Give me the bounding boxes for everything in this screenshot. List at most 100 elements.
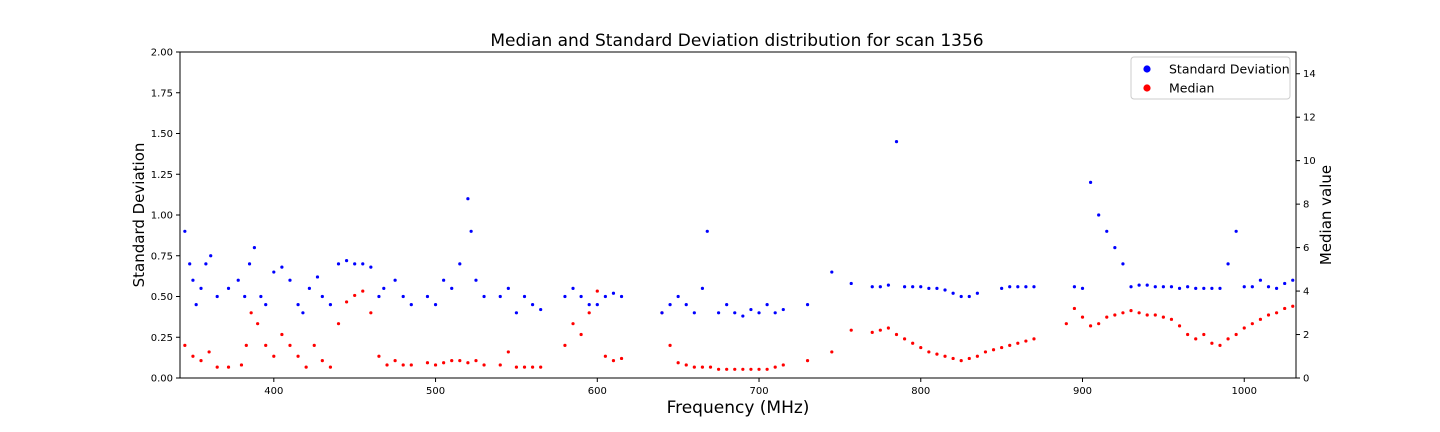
median-point: [442, 361, 446, 365]
median-point: [393, 359, 397, 363]
y-left-tick-label: 0.25: [151, 333, 173, 344]
median-point: [312, 343, 316, 347]
median-point: [603, 354, 607, 358]
plot-points: [183, 140, 1295, 371]
median-point: [1258, 317, 1263, 321]
x-axis-label: Frequency (MHz): [667, 398, 810, 418]
std-dev-point: [272, 270, 276, 274]
median-point: [1137, 311, 1141, 315]
std-dev-point: [401, 294, 405, 299]
median-point: [733, 367, 737, 371]
std-dev-point: [725, 303, 729, 307]
std-dev-point: [1000, 286, 1004, 290]
y-left-tick-label: 1.75: [151, 88, 173, 99]
median-point: [870, 330, 874, 334]
median-point: [1242, 326, 1246, 330]
median-point: [700, 365, 705, 369]
median-point: [983, 350, 988, 354]
std-dev-point: [1226, 262, 1230, 266]
std-dev-point: [1250, 285, 1254, 289]
std-dev-point: [1008, 285, 1012, 289]
std-dev-point: [587, 303, 591, 307]
median-point: [249, 311, 253, 315]
median-point: [450, 359, 454, 363]
median-point: [951, 356, 955, 361]
median-point: [1097, 322, 1101, 326]
median-point: [506, 350, 510, 354]
median-point: [1016, 341, 1020, 345]
median-point: [539, 365, 543, 369]
std-dev-point: [878, 285, 882, 289]
y-right-tick-label: 8: [1303, 200, 1309, 211]
std-dev-point: [264, 303, 268, 307]
y-axis-right-label: Median value: [1317, 165, 1335, 265]
std-dev-point: [247, 262, 252, 266]
y-left-tick-label: 1.50: [151, 129, 173, 140]
median-point: [288, 343, 292, 347]
std-dev-point: [935, 286, 939, 290]
median-point: [1283, 306, 1287, 311]
std-dev-point: [369, 265, 373, 269]
median-point: [1186, 332, 1190, 337]
median-point: [943, 354, 947, 358]
std-dev-point: [377, 294, 381, 299]
std-dev-point: [749, 307, 753, 312]
median-point: [692, 365, 696, 369]
median-point: [433, 363, 438, 367]
legend: Standard Deviation Median: [1130, 56, 1291, 100]
y-left-tick-label: 1.00: [151, 211, 173, 222]
median-point: [579, 332, 583, 337]
std-dev-point: [1121, 262, 1125, 266]
std-dev-point: [1258, 278, 1263, 282]
std-dev-point: [571, 286, 575, 290]
std-dev-point: [315, 275, 320, 279]
median-point: [207, 350, 211, 354]
std-dev-point: [474, 278, 478, 282]
x-tick-label: 1000: [1232, 386, 1257, 397]
median-point: [482, 363, 486, 367]
median-point: [328, 365, 333, 369]
median-point: [595, 289, 599, 293]
y-axis-left-label: Standard Deviation: [130, 143, 148, 288]
std-dev-point: [668, 303, 672, 307]
median-point: [849, 328, 853, 332]
y-left-tick-label: 0.00: [151, 374, 173, 385]
std-dev-point: [619, 294, 624, 299]
std-dev-point: [676, 294, 680, 299]
median-point: [409, 363, 413, 367]
median-point: [272, 354, 276, 358]
legend-label-median: Median: [1169, 81, 1214, 96]
std-dev-point: [1161, 285, 1165, 289]
median-point: [1202, 332, 1206, 337]
median-point: [1024, 339, 1028, 343]
median-point: [975, 354, 979, 358]
std-dev-point: [226, 286, 231, 290]
median-point: [1194, 337, 1198, 341]
legend-marker-median: [1143, 84, 1151, 92]
median-point: [474, 359, 478, 363]
median-point: [336, 322, 341, 326]
y-left-tick-label: 0.75: [151, 251, 173, 262]
std-dev-point: [344, 259, 349, 263]
std-dev-point: [204, 262, 208, 266]
legend-label-std: Standard Deviation: [1169, 62, 1290, 77]
median-point: [369, 311, 373, 315]
std-dev-point: [539, 307, 543, 312]
median-point: [927, 350, 931, 354]
std-dev-point: [692, 311, 696, 315]
std-dev-point: [458, 262, 462, 266]
std-dev-point: [1088, 180, 1093, 184]
std-dev-point: [514, 311, 519, 315]
median-point: [1210, 341, 1214, 345]
std-dev-point: [433, 303, 438, 307]
median-point: [1008, 343, 1012, 347]
median-point: [244, 343, 248, 347]
y-right-tick-label: 4: [1303, 287, 1309, 298]
median-point: [498, 363, 502, 367]
std-dev-point: [1177, 286, 1182, 290]
std-dev-point: [382, 286, 386, 290]
median-point: [749, 367, 753, 371]
median-point: [1161, 315, 1165, 319]
median-point: [320, 359, 324, 363]
median-point: [458, 359, 462, 363]
